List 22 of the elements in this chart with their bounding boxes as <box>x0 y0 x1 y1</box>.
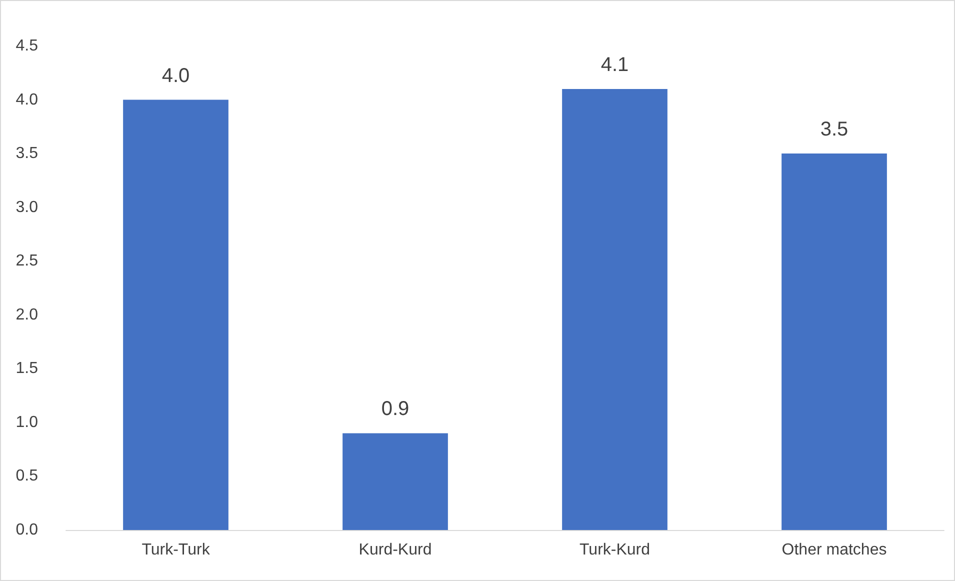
data-label: 3.5 <box>820 118 848 141</box>
y-tick-label: 0.0 <box>16 522 38 538</box>
y-tick-label: 3.0 <box>16 198 38 216</box>
y-tick-label: 1.5 <box>16 360 38 378</box>
data-label: 0.9 <box>381 398 410 420</box>
bar <box>782 154 887 530</box>
data-label: 4.0 <box>162 64 190 87</box>
y-tick-label: 4.5 <box>16 38 38 54</box>
y-tick-label: 0.5 <box>16 468 38 485</box>
y-tick-label: 2.5 <box>16 252 38 270</box>
y-tick-label: 1.0 <box>16 414 38 431</box>
y-tick-label: 4.0 <box>16 91 38 108</box>
x-tick-label: Kurd-Kurd <box>358 542 432 558</box>
data-label: 4.1 <box>600 54 629 76</box>
bar <box>562 89 668 530</box>
y-tick-label: 2.0 <box>16 306 38 324</box>
x-tick-label: Turk-Kurd <box>579 542 650 558</box>
x-tick-label: Turk-Turk <box>142 542 211 558</box>
y-tick-label: 3.5 <box>16 145 38 162</box>
x-tick-label: Other matches <box>782 542 887 558</box>
bar <box>342 433 448 530</box>
bar <box>123 100 228 530</box>
